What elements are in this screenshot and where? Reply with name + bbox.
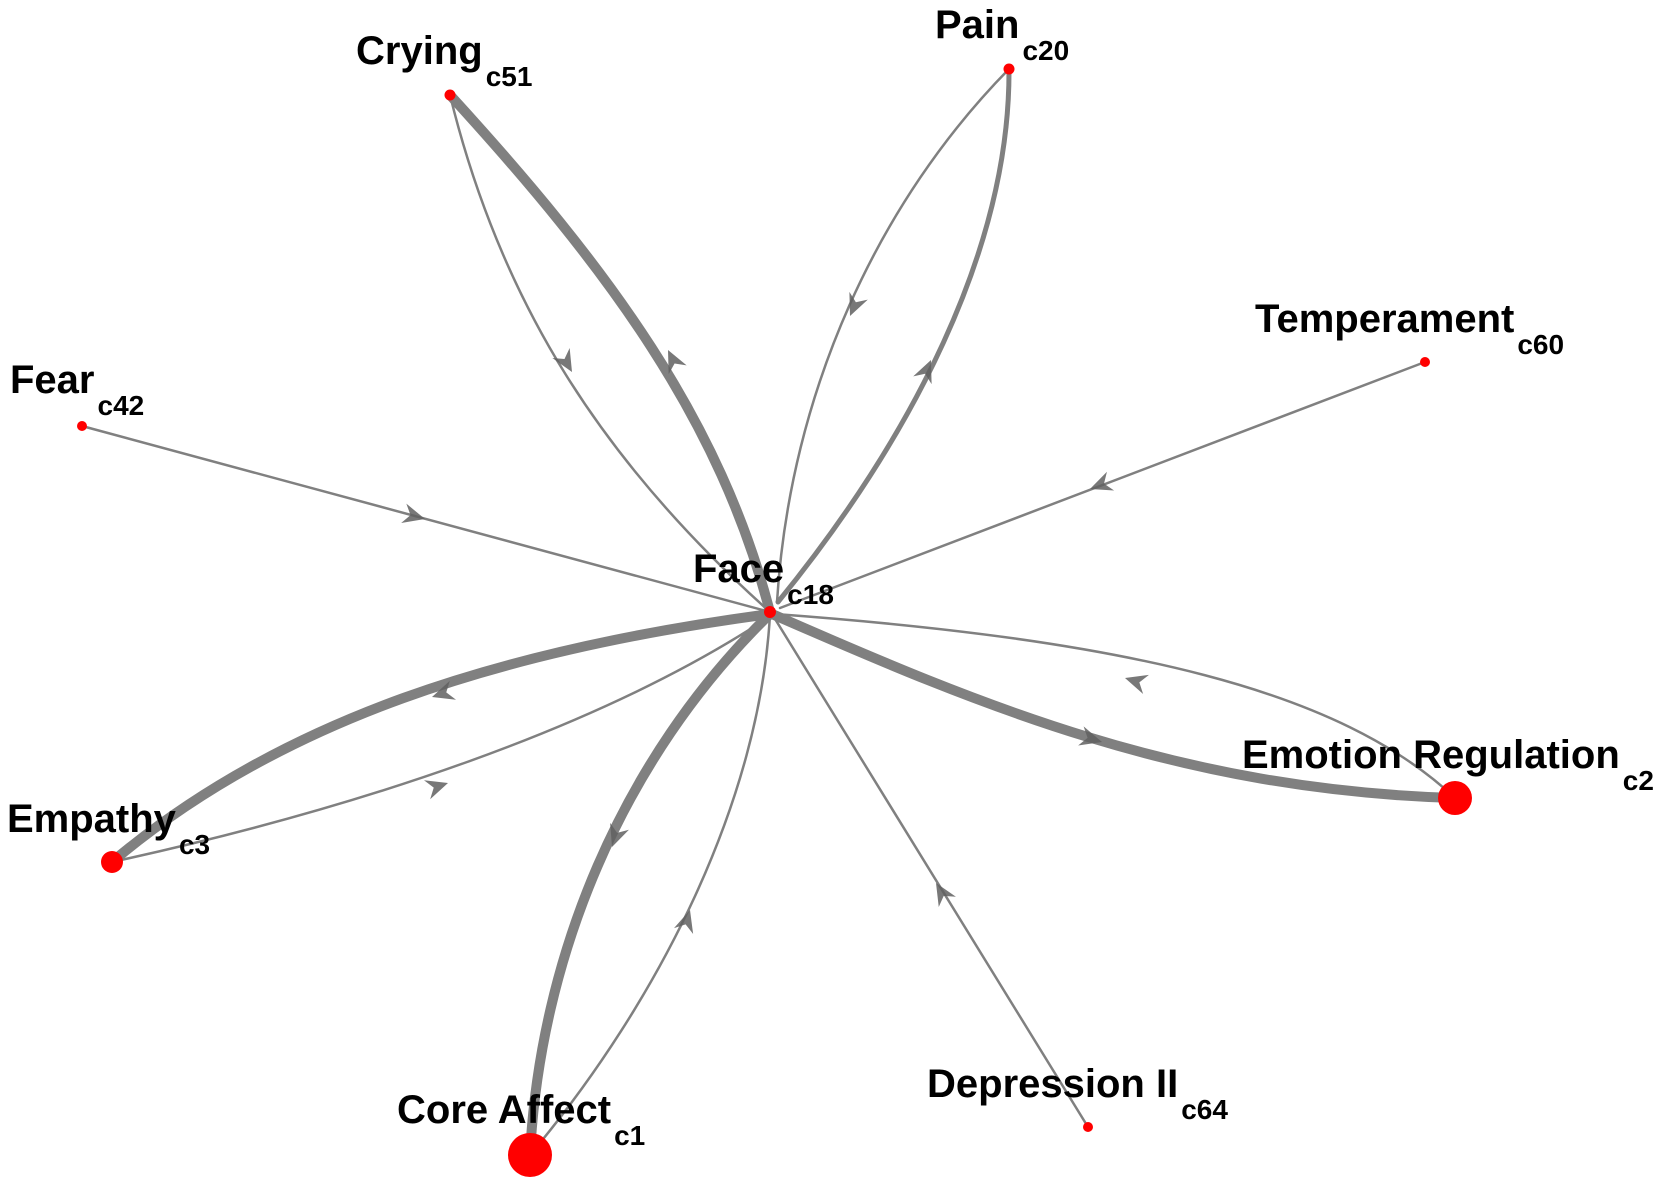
label-crying-name: Crying — [356, 29, 483, 73]
edge-arrow-temperament-to-face — [1090, 471, 1115, 491]
node-temperament[interactable] — [1420, 357, 1430, 367]
edge-arrow-face-to-emotion-regulation — [1078, 726, 1102, 746]
node-depression[interactable] — [1083, 1122, 1093, 1132]
label-depression-name: Depression II — [927, 1062, 1178, 1106]
edge-arrow-pain-to-face — [849, 291, 868, 316]
edge-arrow-fear-to-face — [401, 503, 425, 523]
label-empathy-name: Empathy — [7, 797, 177, 841]
label-pain-sub: c20 — [1022, 35, 1069, 66]
label-crying-sub: c51 — [486, 61, 533, 92]
edge-arrow-emotion-regulation-to-face — [1125, 674, 1149, 694]
label-core-affect: Core Affectc1 — [397, 1088, 645, 1151]
node-pain[interactable] — [1003, 63, 1015, 75]
edge-crying-to-face — [448, 93, 772, 614]
node-emotion-regulation[interactable] — [1438, 781, 1472, 815]
label-face-sub: c18 — [787, 579, 834, 610]
node-empathy[interactable] — [101, 851, 123, 873]
label-emotion-regulation-sub: c2 — [1623, 765, 1654, 796]
edge-arrow-face-to-empathy — [432, 680, 457, 700]
edge-arrow-face-to-core-affect — [610, 822, 629, 847]
node-crying[interactable] — [444, 89, 456, 101]
edge-core-affect-to-face — [528, 612, 772, 1157]
label-empathy: Empathyc3 — [7, 797, 210, 860]
label-pain-name: Pain — [935, 3, 1019, 47]
edges-layer — [80, 66, 1460, 1160]
edge-arrow-face-to-crying — [668, 350, 687, 375]
nodes-layer — [77, 63, 1472, 1177]
edge-arrow-face-to-pain — [913, 360, 932, 385]
edge-face-to-crying — [445, 90, 775, 617]
label-core-affect-sub: c1 — [614, 1120, 645, 1151]
label-temperament-name: Temperament — [1255, 297, 1514, 341]
edge-face-to-pain — [775, 66, 1012, 605]
node-face[interactable] — [764, 606, 776, 618]
label-pain: Painc20 — [935, 3, 1069, 66]
node-core-affect[interactable] — [508, 1133, 552, 1177]
edge-arrow-empathy-to-face — [423, 780, 448, 800]
label-depression: Depression IIc64 — [927, 1062, 1228, 1125]
labels-layer: Facec18 Cryingc51 Painc20 Temperamentc60… — [7, 3, 1654, 1151]
edge-face-to-empathy — [107, 609, 775, 867]
edge-emotion-regulation-to-face — [773, 612, 1457, 800]
label-emotion-regulation: Emotion Regulationc2 — [1242, 733, 1654, 796]
label-face-name: Face — [693, 547, 784, 591]
label-fear-name: Fear — [10, 358, 95, 402]
edge-depression-to-face — [770, 612, 1090, 1129]
label-depression-sub: c64 — [1181, 1094, 1228, 1125]
label-temperament: Temperamentc60 — [1255, 297, 1564, 360]
label-crying: Cryingc51 — [356, 29, 532, 92]
edge-face-to-core-affect — [525, 609, 775, 1160]
label-empathy-sub: c3 — [179, 829, 210, 860]
edge-arrow-crying-to-face — [552, 347, 572, 372]
node-fear[interactable] — [77, 421, 87, 431]
edge-empathy-to-face — [110, 613, 774, 864]
label-temperament-sub: c60 — [1517, 329, 1564, 360]
label-face: Facec18 — [693, 547, 834, 610]
edge-arrow-depression-to-face — [936, 883, 956, 908]
label-emotion-regulation-name: Emotion Regulation — [1242, 733, 1620, 777]
label-fear-sub: c42 — [98, 390, 145, 421]
edge-fear-to-face — [80, 424, 772, 614]
edge-arrow-core-affect-to-face — [674, 910, 694, 934]
edge-pain-to-face — [775, 67, 1011, 604]
label-fear: Fearc42 — [10, 358, 144, 421]
label-core-affect-name: Core Affect — [397, 1088, 611, 1132]
